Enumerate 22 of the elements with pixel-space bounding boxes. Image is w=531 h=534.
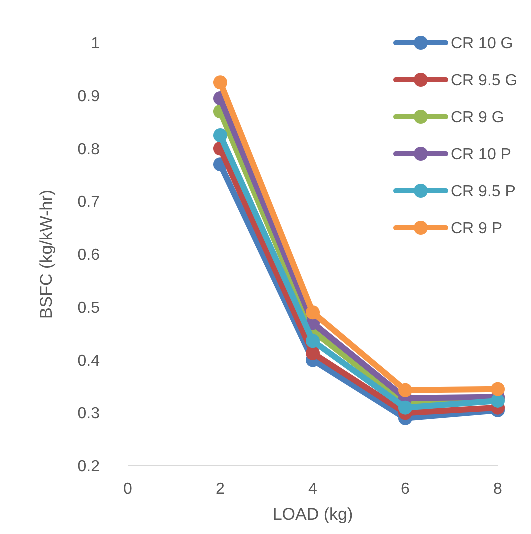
y-tick-label: 0.4 (78, 352, 100, 370)
x-tick-label: 6 (401, 481, 410, 498)
y-tick-label: 0.7 (78, 194, 100, 212)
x-tick-label: 2 (216, 481, 226, 498)
y-tick-label: 0.8 (78, 141, 100, 158)
legend-label: CR 9 G (451, 110, 504, 127)
x-tick-label: 4 (308, 481, 318, 498)
y-tick-label: 0.9 (78, 88, 100, 106)
legend-label: CR 9 P (451, 220, 503, 238)
x-axis-title: LOAD (kg) (272, 505, 354, 524)
y-tick-label: 0.3 (78, 406, 100, 423)
x-tick-label: 8 (494, 481, 503, 498)
legend-label: CR 9.5 P (451, 184, 516, 201)
y-tick-label: 0.6 (78, 247, 100, 264)
legend-label: CR 10 P (451, 146, 512, 164)
y-tick-label: 1 (91, 36, 100, 53)
legend-label: CR 9.5 G (451, 72, 518, 90)
x-tick-label: 0 (124, 481, 133, 498)
y-axis-title: BSFC (kg/kW-hr) (37, 190, 56, 320)
legend-label: CR 10 G (451, 36, 514, 53)
y-tick-label: 0.5 (78, 300, 100, 317)
y-tick-label: 0.2 (78, 458, 100, 476)
